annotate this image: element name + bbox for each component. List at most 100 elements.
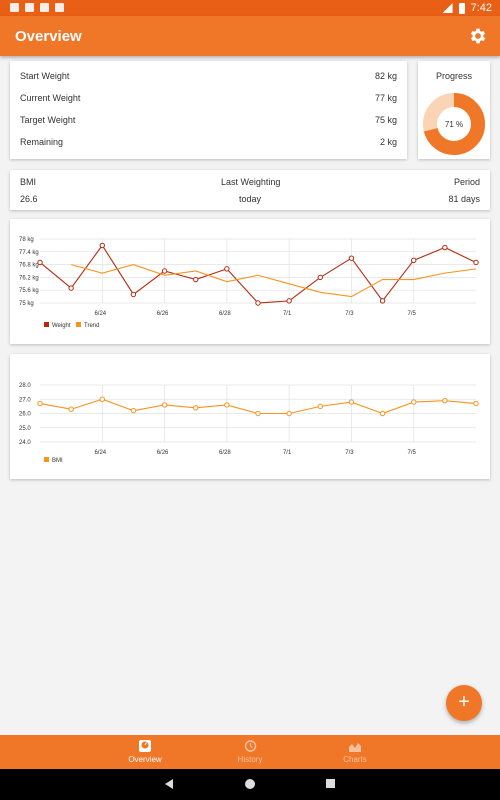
x-tick-label: 6/26 — [157, 450, 169, 456]
data-point — [37, 259, 43, 266]
data-point — [99, 242, 105, 249]
y-tick-label: 26.0 — [19, 412, 31, 418]
row-label: Current Weight — [20, 93, 81, 103]
data-point — [473, 259, 479, 266]
data-point — [224, 266, 230, 272]
series-line — [70, 264, 477, 298]
data-point — [161, 268, 168, 274]
x-tick-label: 7/1 — [283, 311, 292, 317]
nav-overview[interactable]: Overview — [110, 739, 180, 764]
legend-swatch — [44, 457, 49, 462]
area-chart-icon — [349, 743, 361, 752]
data-point — [99, 396, 105, 402]
x-tick-label: 6/28 — [219, 450, 231, 456]
bmi-label: BMI — [20, 177, 37, 187]
data-point — [411, 399, 417, 405]
data-point — [255, 410, 261, 417]
period-label: Period — [453, 177, 480, 187]
data-point — [286, 298, 292, 304]
last-weighting-label: Last Weighting — [221, 177, 281, 187]
legend-label: BMI — [52, 458, 63, 464]
data-point — [348, 255, 355, 261]
x-tick-label: 6/28 — [219, 311, 231, 317]
weight-chart[interactable]: 78 kg 77.4 kg 76.8 kg 76.2 kg 75.6 kg 75 kg 6/… — [10, 219, 490, 344]
last-weighting-value: today — [239, 194, 262, 204]
add-entry-button[interactable]: + — [446, 685, 482, 721]
data-point — [379, 410, 386, 417]
data-point — [473, 400, 479, 407]
data-point — [193, 276, 199, 283]
start-weight-row: Start Weight 82 kg — [20, 69, 397, 83]
bmi-chart-card[interactable]: 28.0 27.0 26.0 25.0 24.0 6/24 6/26 6/28 7/1 7/3 7/… — [10, 354, 490, 479]
data-point — [161, 402, 168, 408]
x-tick-label: 7/1 — [283, 450, 292, 456]
y-tick-label: 75.6 kg — [19, 288, 39, 294]
page-title: Overview — [15, 28, 82, 45]
nav-history[interactable]: History — [215, 739, 285, 764]
recents-icon[interactable] — [326, 779, 335, 788]
battery-icon — [458, 2, 465, 14]
progress-label: 71 % — [445, 120, 463, 129]
current-weight-row: Current Weight 77 kg — [20, 91, 397, 105]
x-tick-label: 7/3 — [345, 450, 354, 456]
data-point — [317, 274, 323, 281]
home-icon[interactable] — [245, 779, 255, 789]
row-value: 82 kg — [374, 71, 397, 81]
series-line — [39, 244, 477, 304]
data-point — [286, 410, 292, 417]
x-tick-label: 6/26 — [157, 311, 169, 317]
signal-icon — [442, 3, 453, 13]
data-point — [348, 399, 355, 405]
x-tick-label: 7/3 — [345, 311, 354, 317]
row-value: 75 kg — [374, 115, 397, 125]
target-weight-row: Target Weight 75 kg — [20, 113, 397, 127]
history-icon — [244, 740, 257, 752]
nav-label: Charts — [343, 755, 367, 764]
summary-card: BMI 26.6 Last Weighting today Period 81 … — [10, 170, 490, 210]
data-point — [442, 397, 448, 404]
y-tick-label: 76.2 kg — [19, 275, 39, 281]
clock: 7:42 — [470, 2, 492, 14]
data-point — [379, 298, 386, 304]
legend-label: Weight — [52, 323, 71, 329]
period-value: 81 days — [448, 194, 480, 204]
data-point — [224, 402, 230, 408]
data-point — [317, 403, 323, 410]
weight-chart-card[interactable]: 78 kg 77.4 kg 76.8 kg 76.2 kg 75.6 kg 75 kg 6/… — [10, 219, 490, 344]
row-label: Start Weight — [20, 71, 70, 81]
scale-icon — [139, 740, 151, 752]
bmi-chart[interactable]: 28.0 27.0 26.0 25.0 24.0 6/24 6/26 6/28 7/1 7/3 7/… — [10, 354, 490, 479]
y-tick-label: 78 kg — [19, 237, 34, 243]
gear-icon[interactable] — [468, 26, 488, 46]
remaining-row: Remaining 2 kg — [20, 135, 397, 149]
y-tick-label: 77.4 kg — [19, 250, 39, 256]
app-bar: Overview — [0, 16, 500, 56]
data-point — [68, 406, 74, 412]
legend-swatch — [44, 322, 49, 327]
legend-label: Trend — [84, 323, 99, 329]
notification-icon — [10, 3, 19, 12]
system-navigation-bar — [0, 769, 500, 800]
data-point — [37, 400, 43, 407]
bmi-value: 26.6 — [20, 194, 38, 204]
progress-donut: 71 % — [423, 93, 485, 155]
row-label: Remaining — [20, 137, 64, 147]
row-label: Target Weight — [20, 115, 76, 125]
data-point — [255, 300, 261, 306]
nav-charts[interactable]: Charts — [320, 739, 390, 764]
row-value: 77 kg — [374, 93, 397, 103]
y-tick-label: 24.0 — [19, 440, 31, 446]
y-tick-label: 28.0 — [19, 383, 31, 389]
progress-title: Progress — [435, 71, 472, 81]
data-point — [193, 405, 199, 411]
progress-card: Progress 71 % — [418, 61, 490, 159]
y-tick-label: 27.0 — [19, 397, 31, 403]
back-icon[interactable] — [165, 779, 173, 789]
data-point — [130, 407, 137, 414]
x-tick-label: 6/24 — [94, 450, 106, 456]
bottom-navigation: Overview History Charts — [0, 735, 500, 769]
progress-arc — [423, 93, 485, 155]
wifi-icon — [40, 3, 49, 12]
nav-label: History — [237, 755, 263, 764]
sd-card-icon — [55, 3, 64, 12]
